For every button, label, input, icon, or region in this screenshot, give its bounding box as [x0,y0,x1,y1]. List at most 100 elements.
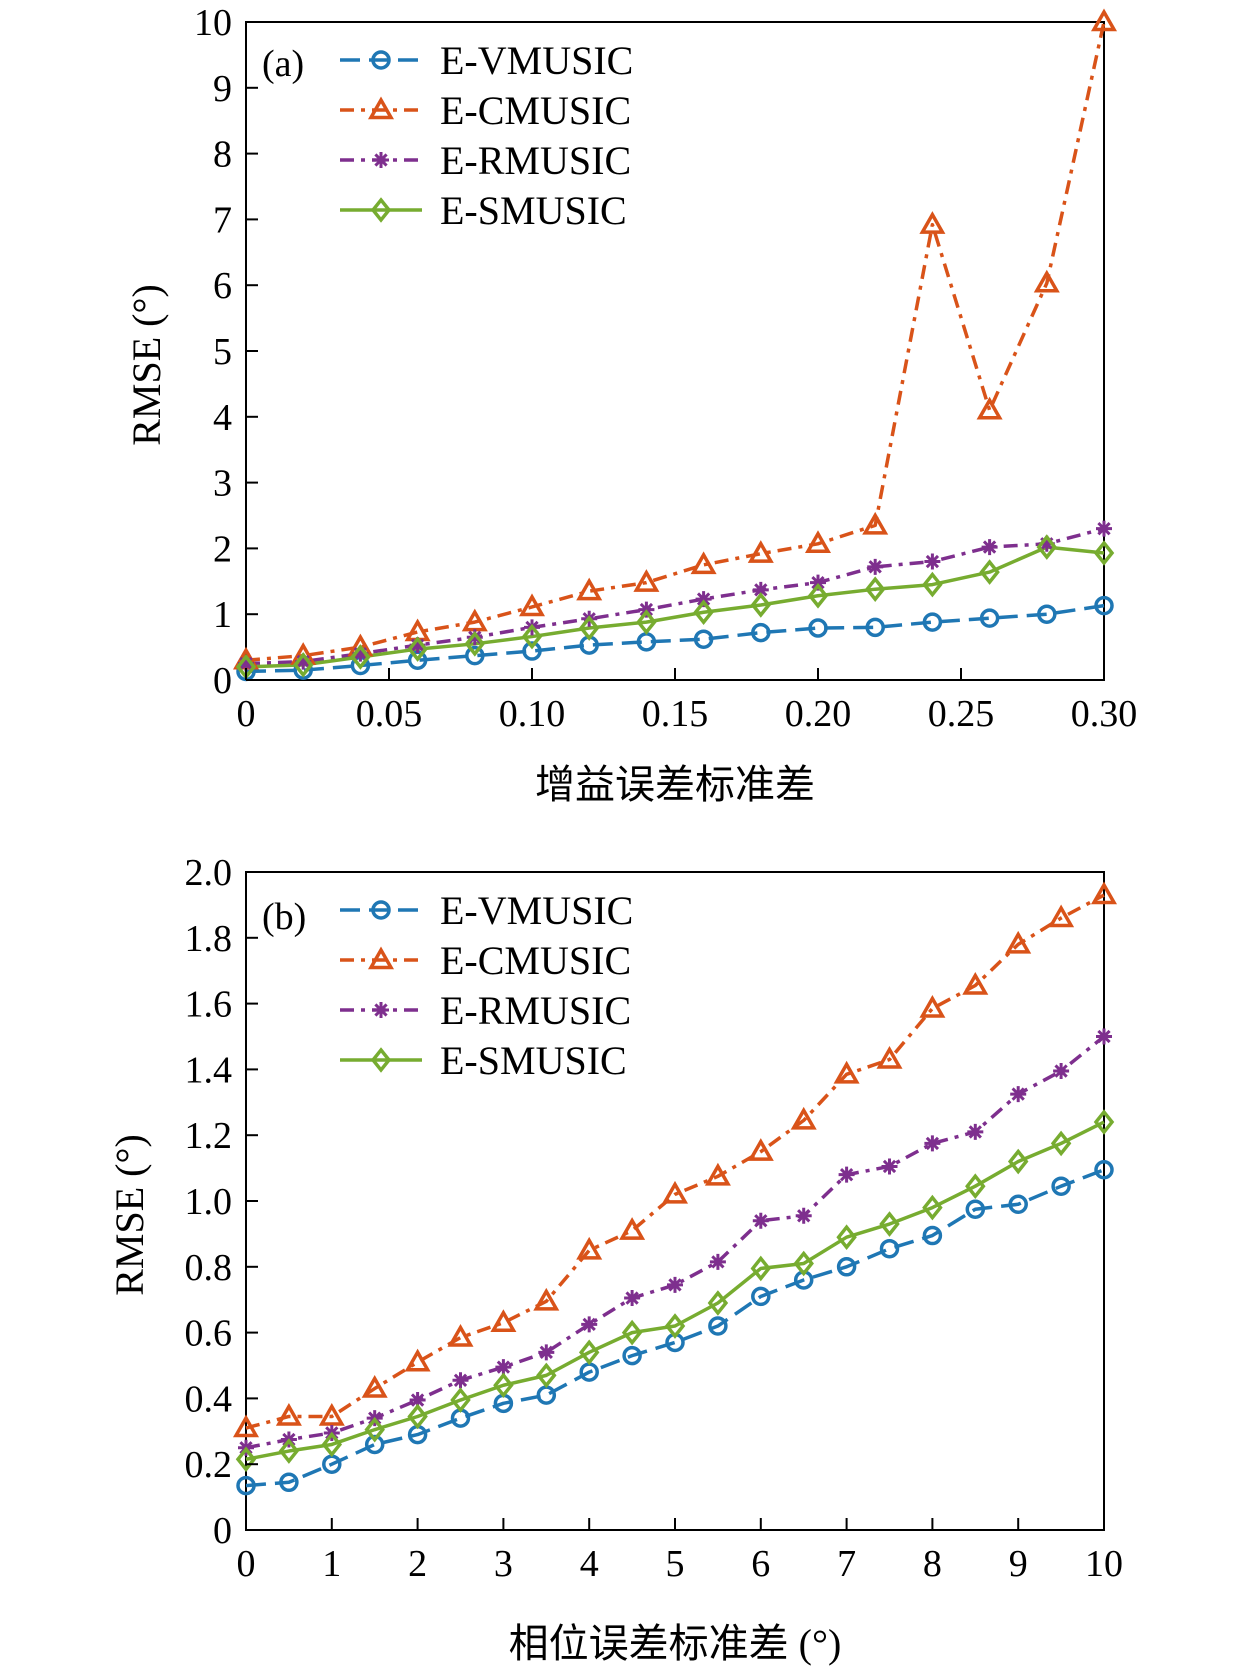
data-point-e-cmusic [862,511,889,535]
plot-frame [245,21,1105,681]
data-point-e-rmusic [238,655,254,672]
data-point-e-vmusic [465,645,485,666]
series-line-e-smusic [245,545,1105,669]
data-point-e-smusic [292,652,314,678]
data-point-e-vmusic [236,1475,256,1496]
data-point-e-cmusic [619,1217,646,1240]
data-point-e-cmusic [1048,904,1075,928]
legend-entry-e-vmusic: E-VMUSIC [440,38,633,83]
data-point-e-rmusic [752,1212,769,1229]
data-point-e-vmusic [808,618,828,638]
data-point-e-rmusic [881,1158,898,1175]
y-tick-label: 6 [213,265,232,307]
chart-panel-b: 0 1 2 3 4 5 6 7 8 9 10 0 0.2 0.4 0.6 0.8 1.0 1.2 1.4 1.6 1.8… [107,852,1123,1666]
y-tick-label: 9 [213,68,232,110]
x-tick-label: 5 [666,1543,685,1585]
data-point-e-vmusic [751,1286,771,1307]
data-point-e-rmusic [581,1316,598,1333]
data-point-e-vmusic [1094,1159,1114,1180]
data-point-e-cmusic [976,396,1003,420]
y-tick-label: 2.0 [185,852,233,894]
chart-a-series-lines [245,21,1106,674]
data-point-e-cmusic [533,1287,560,1311]
data-point-e-vmusic [879,1238,900,1259]
data-point-e-cmusic [704,1162,731,1186]
data-point-e-smusic [793,1250,814,1277]
x-tick-label: 0.15 [642,693,709,735]
data-point-e-vmusic [922,1225,943,1246]
data-point-e-smusic [235,1446,257,1473]
chart-b-panel-label: (b) [262,896,306,938]
data-point-e-smusic [407,1403,428,1430]
data-point-e-vmusic [836,1257,857,1277]
data-point-e-cmusic [747,1138,774,1161]
data-point-e-cmusic [447,1324,474,1347]
chart-b-series-markers [232,881,1118,1496]
series-line-e-cmusic [245,893,1105,1430]
data-point-e-cmusic [1005,930,1032,954]
data-point-e-vmusic [622,1345,642,1366]
data-point-e-smusic [621,1319,643,1346]
series-line-e-smusic [245,1120,1105,1461]
legend-entry-e-rmusic: E-RMUSIC [440,988,631,1033]
data-point-e-vmusic [522,641,542,661]
y-tick-label: 0.2 [185,1444,233,1486]
chart-a-plot-frame [245,21,1105,681]
data-point-e-rmusic [667,1276,683,1293]
data-point-e-rmusic [967,1123,984,1140]
data-point-e-rmusic [752,581,769,598]
x-tick-label: 10 [1085,1543,1123,1585]
chart-a-x-axis-label: 增益误差标准差 [535,762,815,807]
y-tick-label: 0.4 [185,1378,233,1420]
x-tick-label: 0.25 [928,693,995,735]
data-point-e-smusic [493,1372,514,1399]
data-point-e-vmusic [751,622,771,643]
data-point-e-cmusic [804,530,832,554]
chart-a-y-axis-label: RMSE (°) [124,284,169,446]
data-point-e-smusic [922,1194,943,1221]
data-point-e-vmusic [865,617,885,638]
data-point-e-rmusic [409,637,426,654]
data-point-e-smusic [807,582,829,609]
x-tick-label: 0.20 [785,693,852,735]
data-point-e-smusic [278,1438,300,1464]
chart-a-series-markers [232,8,1118,682]
data-point-e-rmusic [1053,1063,1070,1080]
legend-marker-e-cmusic [367,946,395,970]
data-point-e-vmusic [979,608,1000,628]
y-tick-label: 0.8 [185,1247,233,1289]
data-point-e-vmusic [693,629,714,649]
data-point-e-rmusic [466,629,483,646]
y-tick-label: 1.0 [185,1181,233,1223]
legend-entry-e-smusic: E-SMUSIC [440,1038,627,1083]
data-point-e-rmusic [538,1344,555,1361]
legend-entry-e-vmusic: E-VMUSIC [440,888,633,933]
x-tick-label: 4 [580,1543,599,1585]
legend-marker-e-smusic [370,1047,392,1073]
data-point-e-rmusic [1096,1028,1112,1045]
data-point-e-smusic [879,1211,900,1237]
data-point-e-rmusic [810,574,826,591]
chart-b-series-lines [245,893,1106,1488]
data-point-e-vmusic [708,1316,728,1336]
data-point-e-cmusic [876,1046,903,1069]
data-point-e-cmusic [232,1414,260,1438]
data-point-e-cmusic [962,971,989,995]
data-point-e-vmusic [279,1472,299,1493]
y-tick-label: 8 [213,134,232,176]
data-point-e-cmusic [404,1348,431,1372]
data-point-e-cmusic [361,1375,388,1398]
legend-entry-e-cmusic: E-CMUSIC [440,88,631,133]
x-tick-label: 0.05 [356,693,423,735]
legend-marker-e-cmusic [367,96,395,120]
y-tick-label: 10 [194,2,232,44]
data-point-e-cmusic [790,1106,817,1130]
data-point-e-smusic [521,623,543,650]
y-tick-label: 2 [213,528,232,570]
y-tick-label: 0 [213,660,232,702]
data-point-e-cmusic [490,1309,517,1332]
data-point-e-smusic [1093,540,1115,566]
data-point-e-smusic [750,592,772,618]
x-tick-label: 7 [837,1543,856,1585]
data-point-e-smusic [1007,1148,1029,1175]
